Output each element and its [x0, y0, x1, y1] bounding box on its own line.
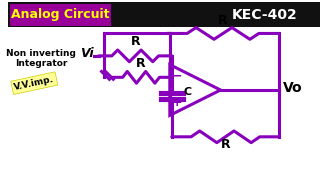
- FancyBboxPatch shape: [8, 2, 320, 27]
- Text: C: C: [183, 87, 192, 97]
- Text: +: +: [171, 96, 182, 109]
- Text: R: R: [136, 57, 146, 70]
- Text: −: −: [172, 70, 182, 83]
- Text: V.V.imp.: V.V.imp.: [13, 75, 55, 92]
- Text: Analog Circuit: Analog Circuit: [12, 8, 110, 21]
- Text: R: R: [218, 14, 228, 27]
- Text: Vi: Vi: [80, 47, 94, 60]
- FancyBboxPatch shape: [10, 4, 111, 26]
- Text: R: R: [220, 138, 230, 150]
- Text: Non inverting
Integrator: Non inverting Integrator: [6, 49, 76, 69]
- Text: Vo: Vo: [283, 81, 303, 95]
- Text: KEC-402: KEC-402: [232, 8, 297, 22]
- Text: R: R: [130, 35, 140, 48]
